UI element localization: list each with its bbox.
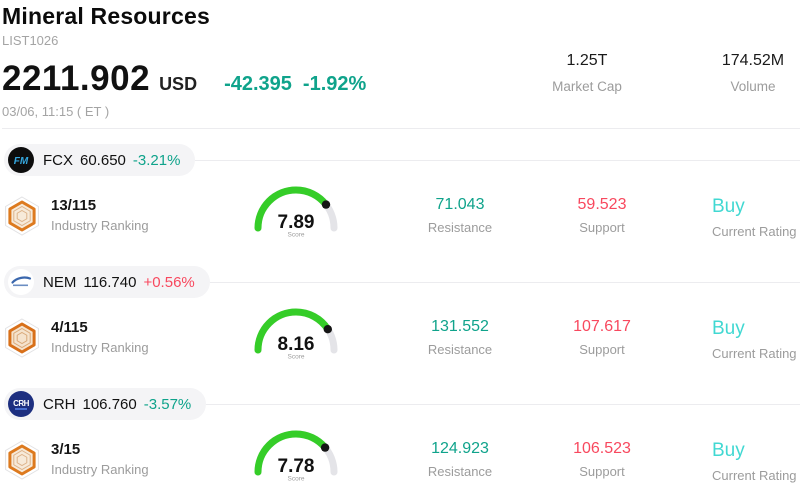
rating-label: Current Rating [712,468,797,483]
stock-pill-fcx[interactable]: FM FCX 60.650 -3.21% [4,144,196,176]
rating-label: Current Rating [712,346,797,361]
stock-symbol: FCX [43,151,73,169]
volume-stat: 174.52M Volume [706,52,800,94]
resistance-label: Resistance [427,464,493,479]
score-gauge: 8.16 Score [254,308,338,361]
industry-rank-value: 13/115 [51,197,97,214]
volume-value: 174.52M [721,52,785,69]
market-cap-stat: 1.25T Market Cap [520,52,654,94]
rating-value: Buy [712,318,745,339]
ranking-badge-icon [5,196,39,236]
support-label: Support [579,464,625,479]
quote-datetime: 03/06, 11:15 ( ET ) [2,104,110,119]
svg-text:8.16: 8.16 [278,334,315,355]
industry-rank-label: Industry Ranking [51,462,149,477]
header-divider [2,128,800,129]
nem-logo-icon [8,269,34,295]
price-line: 2211.902 USD -42.395 -1.92% [2,59,800,99]
page-title: Mineral Resources [2,3,210,29]
resistance-value: 131.552 [431,318,489,335]
fcx-logo-icon: FM [8,147,34,173]
volume-label: Volume [730,79,776,94]
row-rule [206,403,800,405]
industry-rank-label: Industry Ranking [51,340,149,355]
stock-pill-crh[interactable]: CRH CRH 106.760 -3.57% [4,388,207,420]
svg-text:7.89: 7.89 [278,212,315,233]
industry-rank-value: 4/115 [51,319,88,336]
score-gauge: 7.78 Score [254,430,338,483]
stock-row-fcx: FM FCX 60.650 -3.21% 13/115 [0,129,800,251]
ranking-badge-icon [5,318,39,358]
resistance-label: Resistance [427,220,493,235]
crh-logo-icon: CRH [8,391,34,417]
score-gauge: 7.89 Score [254,186,338,239]
svg-text:CRH: CRH [13,399,30,408]
index-price: 2211.902 [2,59,151,98]
stock-row-nem: NEM 116.740 +0.56% 4/115 Industry Rankin… [0,251,800,373]
price-change: -42.395 [224,73,292,95]
market-cap-label: Market Cap [552,79,622,94]
support-label: Support [579,220,625,235]
stock-symbol: CRH [43,395,76,413]
stock-symbol: NEM [43,273,77,291]
svg-text:Score: Score [288,476,305,483]
resistance-value: 71.043 [435,196,485,213]
support-value: 107.617 [573,318,631,335]
currency-label: USD [159,74,198,94]
resistance-label: Resistance [427,342,493,357]
support-value: 59.523 [577,196,627,213]
ranking-badge-icon [5,440,39,480]
stock-price: 106.760 [82,395,137,413]
svg-text:Score: Score [288,354,305,361]
rating-value: Buy [712,440,745,461]
industry-rank-label: Industry Ranking [51,218,149,233]
price-change-pct: -1.92% [302,73,367,95]
svg-text:FM: FM [14,156,29,167]
svg-text:7.78: 7.78 [278,456,315,477]
list-id: LIST1026 [2,33,59,48]
row-rule [209,281,800,283]
stock-change: -3.21% [132,151,181,169]
stock-price: 116.740 [83,273,137,291]
stock-price: 60.650 [80,151,126,169]
row-rule [195,159,800,161]
rating-label: Current Rating [712,224,797,239]
stock-change: -3.57% [143,395,192,413]
support-value: 106.523 [573,440,631,457]
rating-value: Buy [712,196,745,217]
support-label: Support [579,342,625,357]
stock-pill-nem[interactable]: NEM 116.740 +0.56% [4,266,210,298]
header: Mineral Resources LIST1026 2211.902 USD … [0,0,800,129]
svg-text:Score: Score [288,232,305,239]
price-change-wrap: -42.395 -1.92% [224,73,366,96]
resistance-value: 124.923 [431,440,489,457]
stock-row-crh: CRH CRH 106.760 -3.57% [0,373,800,488]
industry-rank-value: 3/15 [51,441,81,458]
stock-change: +0.56% [143,273,195,291]
market-cap-value: 1.25T [566,52,608,69]
